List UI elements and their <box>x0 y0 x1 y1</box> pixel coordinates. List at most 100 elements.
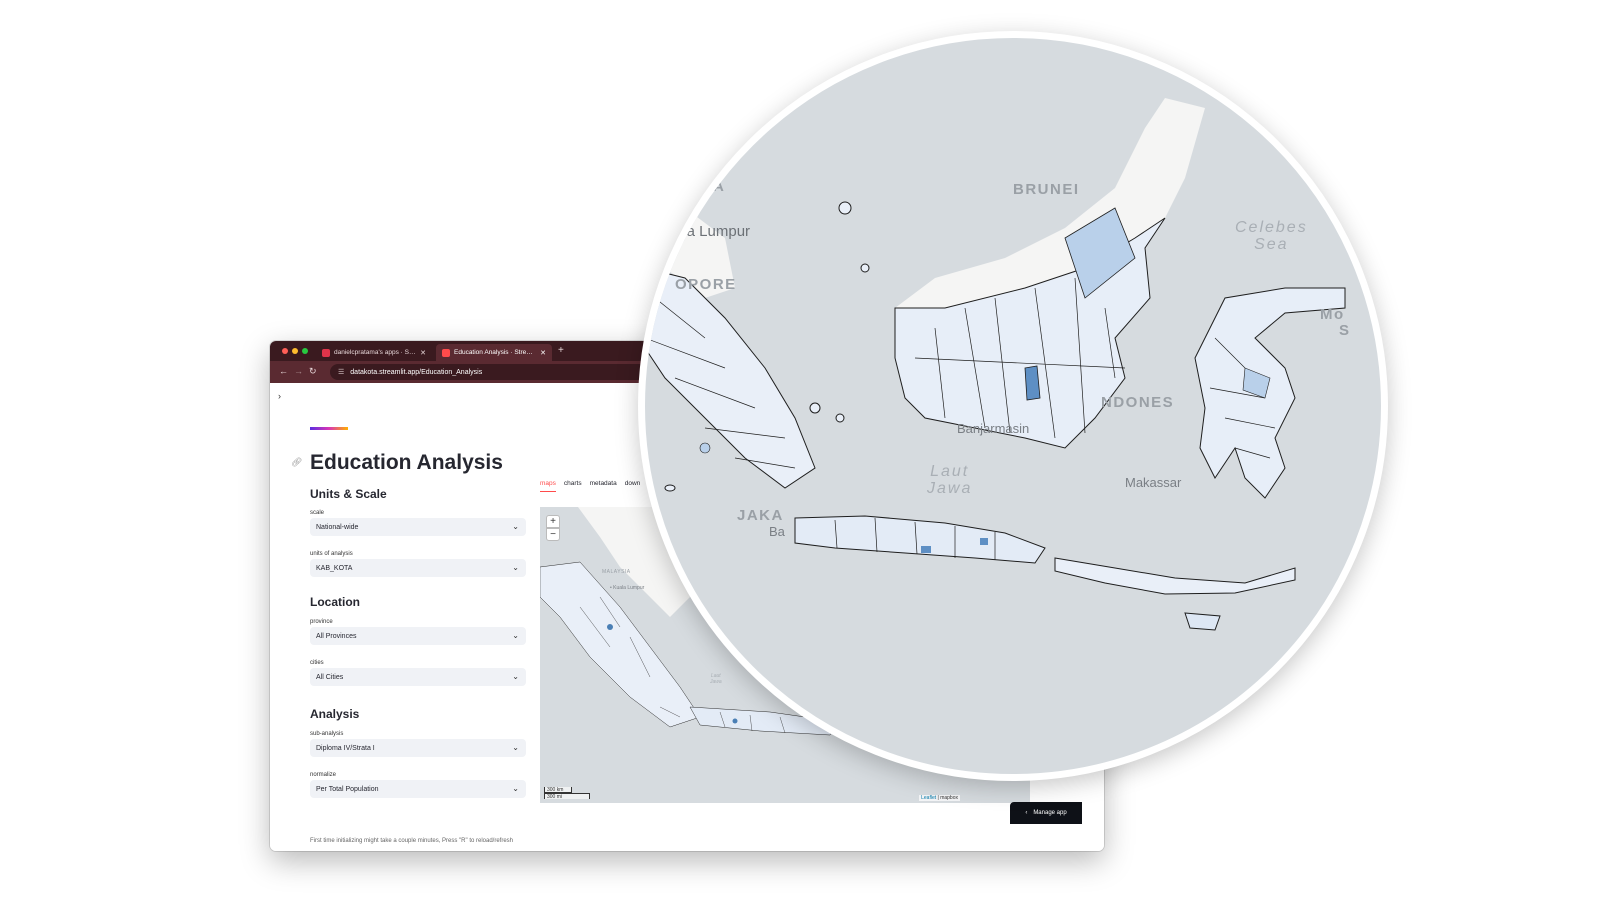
scale-label: scale <box>310 510 325 516</box>
island <box>838 201 852 215</box>
decoration-gradient-bar <box>310 427 348 430</box>
leaflet-link[interactable]: Leaflet <box>921 795 937 801</box>
footnote: First time initializing might take a cou… <box>310 838 514 844</box>
chevron-down-icon: ⌄ <box>512 784 519 793</box>
select-value: Per Total Population <box>316 785 379 793</box>
land-sulawesi <box>1194 287 1346 499</box>
scale-km: 300 km <box>544 787 572 793</box>
island <box>860 263 870 273</box>
label-laut-jawa: Laut Jawa <box>927 463 973 497</box>
region-highlight <box>921 546 931 553</box>
island <box>809 402 821 414</box>
manage-app-label: Manage app <box>1033 810 1067 816</box>
sub-analysis-label: sub-analysis <box>310 731 344 737</box>
regency-borders <box>579 596 786 734</box>
tab-label: Education Analysis · Streamlit <box>454 349 537 356</box>
region-highlight <box>607 624 613 630</box>
chevron-down-icon: ⌄ <box>512 672 519 681</box>
region-highlight <box>699 442 711 454</box>
streamlit-favicon-icon <box>442 348 450 357</box>
region-highlight-sulteng <box>1242 367 1271 399</box>
label-makassar: Makassar <box>1125 475 1182 490</box>
streamlit-favicon-icon <box>322 348 330 357</box>
reload-icon[interactable]: ↻ <box>309 366 317 376</box>
chevron-right-icon[interactable]: › <box>278 391 281 401</box>
section-heading-units: Units & Scale <box>310 487 387 501</box>
land-sumatra <box>645 267 816 489</box>
label-banjarmasin: Banjarmasin <box>957 421 1030 436</box>
java-borders <box>834 517 996 560</box>
label-indonesia: NDONES <box>1101 394 1175 411</box>
close-window-button[interactable] <box>282 348 288 354</box>
map-scale-bar: 300 km 300 mi <box>544 787 590 800</box>
browser-tab-education[interactable]: Education Analysis · Streamlit ✕ <box>436 344 552 361</box>
tab-download[interactable]: down <box>624 480 641 487</box>
normalize-label: normalize <box>310 772 337 778</box>
section-heading-analysis: Analysis <box>310 707 360 721</box>
tab-maps[interactable]: maps <box>540 480 556 492</box>
land-nusa-tenggara <box>1054 557 1296 595</box>
forward-arrow-icon[interactable]: → <box>294 366 303 376</box>
kalimantan-borders <box>914 277 1126 439</box>
units-select[interactable]: KAB_KOTA ⌄ <box>310 559 526 577</box>
map-attribution: Leaflet | mapbox <box>919 795 960 801</box>
section-heading-location: Location <box>310 595 360 609</box>
close-tab-icon[interactable]: ✕ <box>540 349 546 357</box>
label-brunei: BRUNEI <box>1013 181 1080 198</box>
page-title: Education Analysis <box>310 451 503 474</box>
land-sumatra <box>540 561 701 728</box>
label-bandung: Ba <box>769 524 785 539</box>
region-highlight <box>732 718 738 724</box>
zoom-out-button[interactable]: − <box>546 528 560 541</box>
province-label: province <box>310 619 333 625</box>
label-laut-jawa: Laut Jawa <box>710 673 722 685</box>
site-settings-icon[interactable]: ☰ <box>338 369 345 376</box>
chevron-down-icon: ⌄ <box>512 743 519 752</box>
url-text: datakota.streamlit.app/Education_Analysi… <box>350 368 483 376</box>
province-select[interactable]: All Provinces ⌄ <box>310 627 526 645</box>
maximize-window-button[interactable] <box>302 348 308 354</box>
mapbox-link[interactable]: mapbox <box>940 795 958 801</box>
normalize-select[interactable]: Per Total Population ⌄ <box>310 780 526 798</box>
sulawesi-borders <box>1209 337 1276 459</box>
region-highlight <box>980 538 988 545</box>
select-value: National-wide <box>316 523 359 531</box>
map-zoom-magnifier: A BRUNEI ala Lumpur OPORE Celebes Sea ND… <box>638 31 1388 781</box>
new-tab-button[interactable]: + <box>558 345 564 356</box>
browser-tab-apps[interactable]: danielcpratama's apps · Streamlit ✕ <box>316 344 432 361</box>
chevron-left-icon: ‹ <box>1025 810 1028 816</box>
back-arrow-icon[interactable]: ← <box>279 366 288 376</box>
cities-label: cities <box>310 660 324 666</box>
label-malaysia: MALAYSIA <box>602 569 631 575</box>
select-value: KAB_KOTA <box>316 564 353 572</box>
land-java <box>689 706 841 736</box>
manage-app-button[interactable]: ‹ Manage app <box>1010 802 1082 824</box>
select-value: All Provinces <box>316 632 357 640</box>
link-icon[interactable]: 🔗︎ <box>291 457 303 467</box>
units-label: units of analysis <box>310 551 353 557</box>
label-fragment-a: A <box>713 178 726 195</box>
minimize-window-button[interactable] <box>292 348 298 354</box>
chevron-down-icon: ⌄ <box>512 563 519 572</box>
label-fragment-s: S <box>1339 322 1351 339</box>
scale-mi: 300 mi <box>544 793 590 800</box>
land-sabah-sarawak <box>895 98 1205 308</box>
tab-charts[interactable]: charts <box>563 480 582 487</box>
tab-metadata[interactable]: metadata <box>589 480 617 487</box>
scale-select[interactable]: National-wide ⌄ <box>310 518 526 536</box>
label-singapore: OPORE <box>675 276 737 293</box>
select-value: All Cities <box>316 673 344 681</box>
zoom-map-canvas <box>645 98 1346 631</box>
cities-select[interactable]: All Cities ⌄ <box>310 668 526 686</box>
zoom-in-button[interactable]: + <box>546 515 560 528</box>
result-tabs: maps charts metadata down <box>540 480 640 492</box>
sub-analysis-select[interactable]: Diploma IV/Strata I ⌄ <box>310 739 526 757</box>
island <box>835 413 845 423</box>
close-tab-icon[interactable]: ✕ <box>420 349 426 357</box>
label-fragment-mo: Mo <box>1320 306 1345 323</box>
island <box>664 484 676 492</box>
sumatra-borders <box>645 297 796 469</box>
attribution-separator: | <box>936 795 941 801</box>
land-java <box>794 515 1046 564</box>
